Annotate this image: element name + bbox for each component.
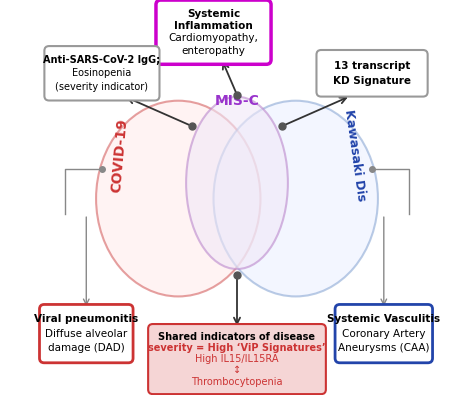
Text: Systemic: Systemic bbox=[187, 9, 240, 19]
Ellipse shape bbox=[186, 97, 288, 269]
FancyBboxPatch shape bbox=[317, 50, 428, 97]
Text: Aneurysms (CAA): Aneurysms (CAA) bbox=[338, 343, 429, 353]
FancyBboxPatch shape bbox=[39, 305, 133, 363]
FancyBboxPatch shape bbox=[148, 324, 326, 394]
Text: KD Signature: KD Signature bbox=[333, 76, 411, 86]
Text: Shared indicators of disease: Shared indicators of disease bbox=[158, 331, 316, 342]
Text: 13 transcript: 13 transcript bbox=[334, 60, 410, 71]
FancyBboxPatch shape bbox=[335, 305, 433, 363]
Ellipse shape bbox=[213, 101, 378, 296]
Text: High IL15/IL15RA: High IL15/IL15RA bbox=[195, 354, 279, 364]
Text: MIS-C: MIS-C bbox=[215, 94, 259, 108]
Text: (severity indicator): (severity indicator) bbox=[55, 81, 148, 92]
Text: Systemic Vasculitis: Systemic Vasculitis bbox=[327, 314, 440, 324]
Text: Eosinopenia: Eosinopenia bbox=[73, 68, 132, 78]
FancyBboxPatch shape bbox=[45, 46, 159, 100]
Text: Thrombocytopenia: Thrombocytopenia bbox=[191, 376, 283, 387]
Text: enteropathy: enteropathy bbox=[182, 46, 246, 56]
Text: Anti-SARS-CoV-2 IgG;: Anti-SARS-CoV-2 IgG; bbox=[44, 55, 161, 65]
Text: Viral pneumonitis: Viral pneumonitis bbox=[34, 314, 138, 324]
Text: Coronary Artery: Coronary Artery bbox=[342, 329, 426, 339]
Text: severity = High ‘ViP Signatures’: severity = High ‘ViP Signatures’ bbox=[148, 343, 326, 353]
Text: damage (DAD): damage (DAD) bbox=[48, 343, 125, 353]
Text: COVID-19: COVID-19 bbox=[109, 118, 130, 193]
Ellipse shape bbox=[96, 101, 261, 296]
Text: ↕: ↕ bbox=[233, 365, 241, 375]
Text: Cardiomyopathy,: Cardiomyopathy, bbox=[169, 34, 258, 43]
Text: Inflammation: Inflammation bbox=[174, 21, 253, 31]
Text: Diffuse alveolar: Diffuse alveolar bbox=[45, 329, 128, 339]
Text: Kawasaki Dis: Kawasaki Dis bbox=[342, 109, 367, 202]
FancyBboxPatch shape bbox=[156, 0, 271, 64]
